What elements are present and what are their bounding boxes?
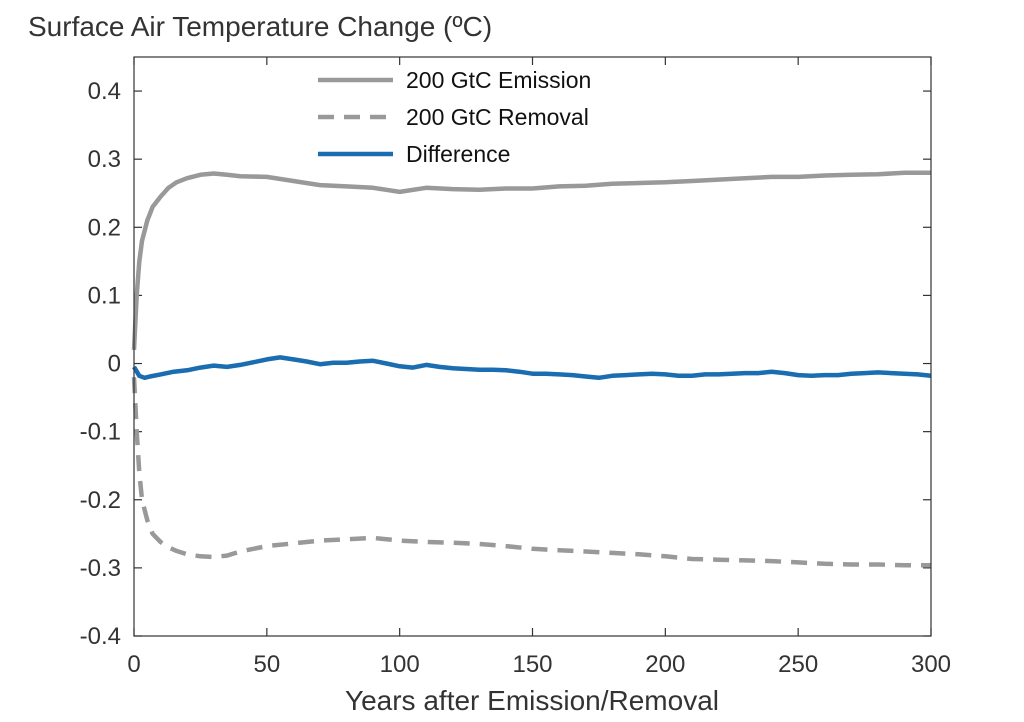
legend: 200 GtC Emission 200 GtC Removal Differenc… (318, 67, 591, 167)
x-tick-label: 0 (127, 651, 140, 678)
x-tick-label: 200 (645, 651, 685, 678)
y-tick-label: 0.1 (88, 282, 121, 309)
series-line-difference (132, 355, 932, 381)
legend-label: Difference (406, 141, 510, 167)
x-tick-label: 150 (512, 651, 552, 678)
x-axis-title: Years after Emission/Removal (345, 685, 719, 716)
x-tick-label: 300 (911, 651, 951, 678)
x-tick-label: 50 (253, 651, 280, 678)
y-tick-label: -0.2 (80, 487, 121, 514)
y-tick-label: -0.3 (80, 555, 121, 582)
plot-frame (133, 56, 932, 637)
x-tick-label: 250 (778, 651, 818, 678)
y-tick-label: -0.4 (80, 623, 121, 650)
y-tick-label: -0.1 (80, 419, 121, 446)
x-tick-labels: 0 50 100 150 200 250 300 (127, 651, 951, 678)
legend-label: 200 GtC Removal (406, 104, 589, 130)
chart-title: Surface Air Temperature Change (ºC) (28, 11, 492, 42)
series-lines (131, 170, 932, 568)
y-tick-label: 0 (108, 351, 121, 378)
y-tick-label: 0.3 (88, 146, 121, 173)
y-tick-labels: -0.4 -0.3 -0.2 -0.1 0 0.1 0.2 0.3 0.4 (80, 78, 121, 650)
y-tick-label: 0.2 (88, 214, 121, 241)
series-line-200-gtc-emission (131, 170, 931, 351)
y-tick-label: 0.4 (88, 78, 121, 105)
legend-label: 200 GtC Emission (406, 67, 591, 93)
series-line-200-gtc-removal (131, 377, 931, 568)
x-tick-label: 100 (380, 651, 420, 678)
tick-marks (133, 57, 932, 637)
